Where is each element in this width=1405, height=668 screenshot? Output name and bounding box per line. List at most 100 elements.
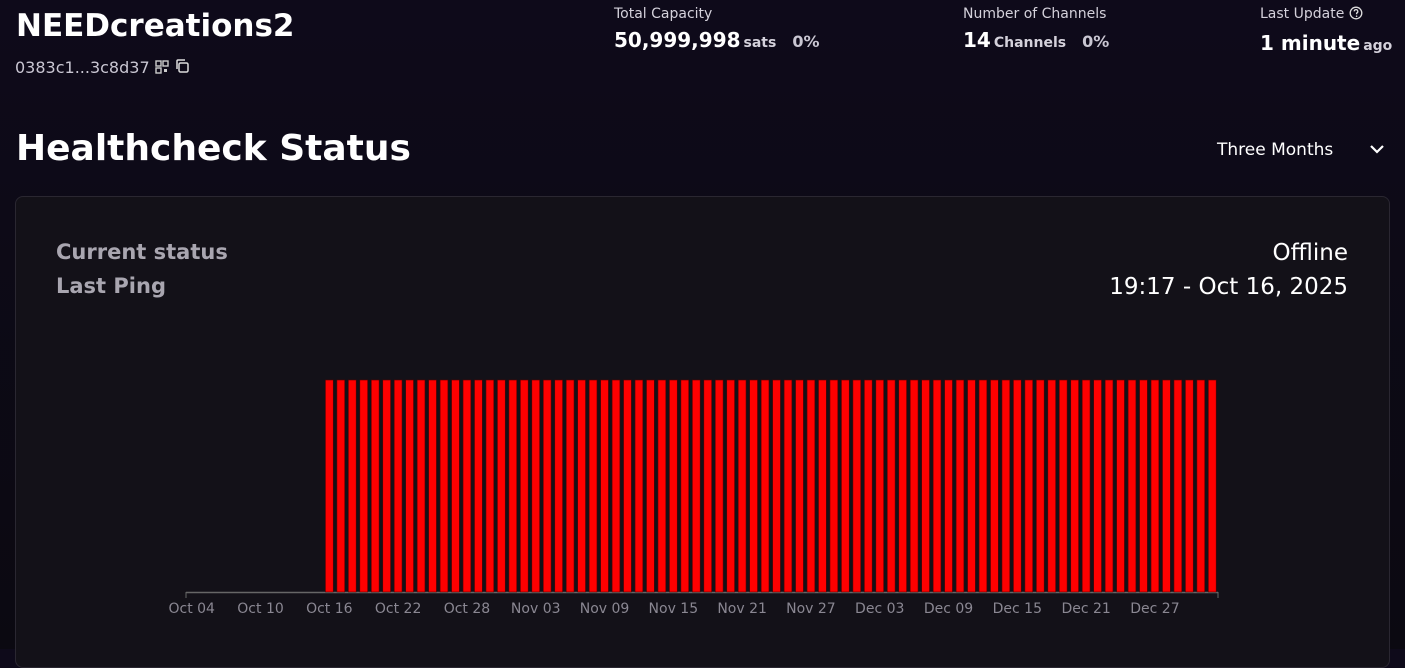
bar xyxy=(359,379,368,593)
stat-value: 14 xyxy=(963,28,991,52)
x-tick-label: Nov 27 xyxy=(786,601,836,617)
x-tick-label: Dec 27 xyxy=(1130,601,1179,617)
bar xyxy=(818,379,827,593)
bar xyxy=(531,379,540,593)
bar xyxy=(898,379,907,593)
range-dropdown[interactable]: Three Months xyxy=(1217,140,1333,160)
bar xyxy=(955,379,965,593)
chart: Oct 04 Oct 10 Oct 16 Oct 22 Oct 28 Nov 03 Nov … xyxy=(168,379,1219,617)
bar xyxy=(1150,379,1160,593)
x-tick-label: Oct 04 xyxy=(168,601,215,617)
stat-unit: ago xyxy=(1363,38,1393,54)
bar xyxy=(715,379,724,593)
bar xyxy=(623,379,632,593)
bar xyxy=(760,379,770,593)
pubkey: 0383c1...3c8d37 xyxy=(15,58,190,77)
stat-label: Last Update xyxy=(1260,6,1363,22)
bar xyxy=(554,379,563,593)
x-tick-label: Nov 09 xyxy=(580,601,630,617)
x-tick-label: Nov 03 xyxy=(511,601,561,617)
bar xyxy=(325,379,334,593)
bar xyxy=(382,379,391,593)
bar xyxy=(875,379,884,593)
status-value: 19:17 - Oct 16, 2025 xyxy=(1109,274,1348,300)
bar xyxy=(692,379,701,593)
stat: 1 minute ago xyxy=(1260,31,1392,55)
bar xyxy=(967,379,976,593)
x-tick-label: Nov 15 xyxy=(649,601,699,617)
bar xyxy=(841,379,850,593)
bar xyxy=(646,379,655,593)
bar xyxy=(451,379,460,593)
bar xyxy=(1173,379,1183,593)
bar xyxy=(990,379,999,593)
bar xyxy=(520,379,529,593)
copy-icon[interactable] xyxy=(174,58,190,74)
bar xyxy=(336,379,345,593)
bar xyxy=(749,379,758,593)
bar xyxy=(1013,379,1022,593)
pubkey-text: 0383c1...3c8d37 xyxy=(15,58,150,77)
section-title: Healthcheck Status xyxy=(16,128,411,169)
status-value: Offline xyxy=(1272,240,1348,266)
x-tick-label: Dec 21 xyxy=(1061,601,1110,617)
bar xyxy=(772,379,781,593)
bar xyxy=(508,379,517,593)
stat-change: 0% xyxy=(1082,32,1110,51)
bar xyxy=(978,379,988,593)
bar xyxy=(1047,379,1056,593)
bar xyxy=(852,379,861,593)
bar xyxy=(657,379,667,593)
bar xyxy=(1059,379,1068,593)
bar xyxy=(737,379,747,593)
bar xyxy=(1208,379,1217,593)
help-icon[interactable] xyxy=(1349,6,1363,20)
bar xyxy=(1139,379,1148,593)
bar xyxy=(783,379,793,593)
dropdown-chevron[interactable] xyxy=(1369,142,1385,156)
range-text[interactable]: Three Months xyxy=(1217,140,1334,160)
bar xyxy=(1196,379,1205,593)
x-tick-label: Oct 16 xyxy=(306,601,353,617)
bar xyxy=(806,379,816,593)
status-label: Last Ping xyxy=(56,274,166,298)
bar xyxy=(611,379,621,593)
qr-icon[interactable] xyxy=(155,60,169,74)
bar xyxy=(887,379,896,593)
bar xyxy=(543,379,552,593)
x-tick-label: Oct 22 xyxy=(375,601,421,617)
stat-value: 50,999,998 xyxy=(614,28,741,52)
bar xyxy=(565,379,575,593)
stat-label: Number of Channels xyxy=(963,6,1107,22)
stat-unit: Channels xyxy=(993,35,1067,51)
bar xyxy=(703,379,712,593)
bar xyxy=(932,379,942,593)
stat-unit: sats xyxy=(743,35,777,51)
bar xyxy=(1162,379,1171,593)
bar xyxy=(634,379,644,593)
stat-change: 0% xyxy=(792,32,820,51)
card xyxy=(15,196,1390,668)
bar xyxy=(588,379,598,593)
bar xyxy=(680,379,689,593)
bar xyxy=(829,379,839,593)
status-label: Current status xyxy=(56,240,228,264)
bar xyxy=(474,379,483,593)
bar xyxy=(497,379,506,593)
node-title: NEEDcreations2 xyxy=(16,8,295,44)
bar xyxy=(485,379,495,593)
bar xyxy=(416,379,426,593)
bar xyxy=(864,379,873,593)
bar xyxy=(669,379,678,593)
bar xyxy=(405,379,414,593)
bar xyxy=(795,379,804,593)
bar xyxy=(348,379,357,593)
bar xyxy=(1036,379,1045,593)
bar xyxy=(1024,379,1033,593)
bar xyxy=(1070,379,1079,593)
x-tick-label: Dec 15 xyxy=(993,601,1042,617)
stat-label: Total Capacity xyxy=(614,6,713,22)
stat: 14 Channels 0% xyxy=(963,28,1109,52)
x-tick-label: Dec 09 xyxy=(924,601,973,617)
